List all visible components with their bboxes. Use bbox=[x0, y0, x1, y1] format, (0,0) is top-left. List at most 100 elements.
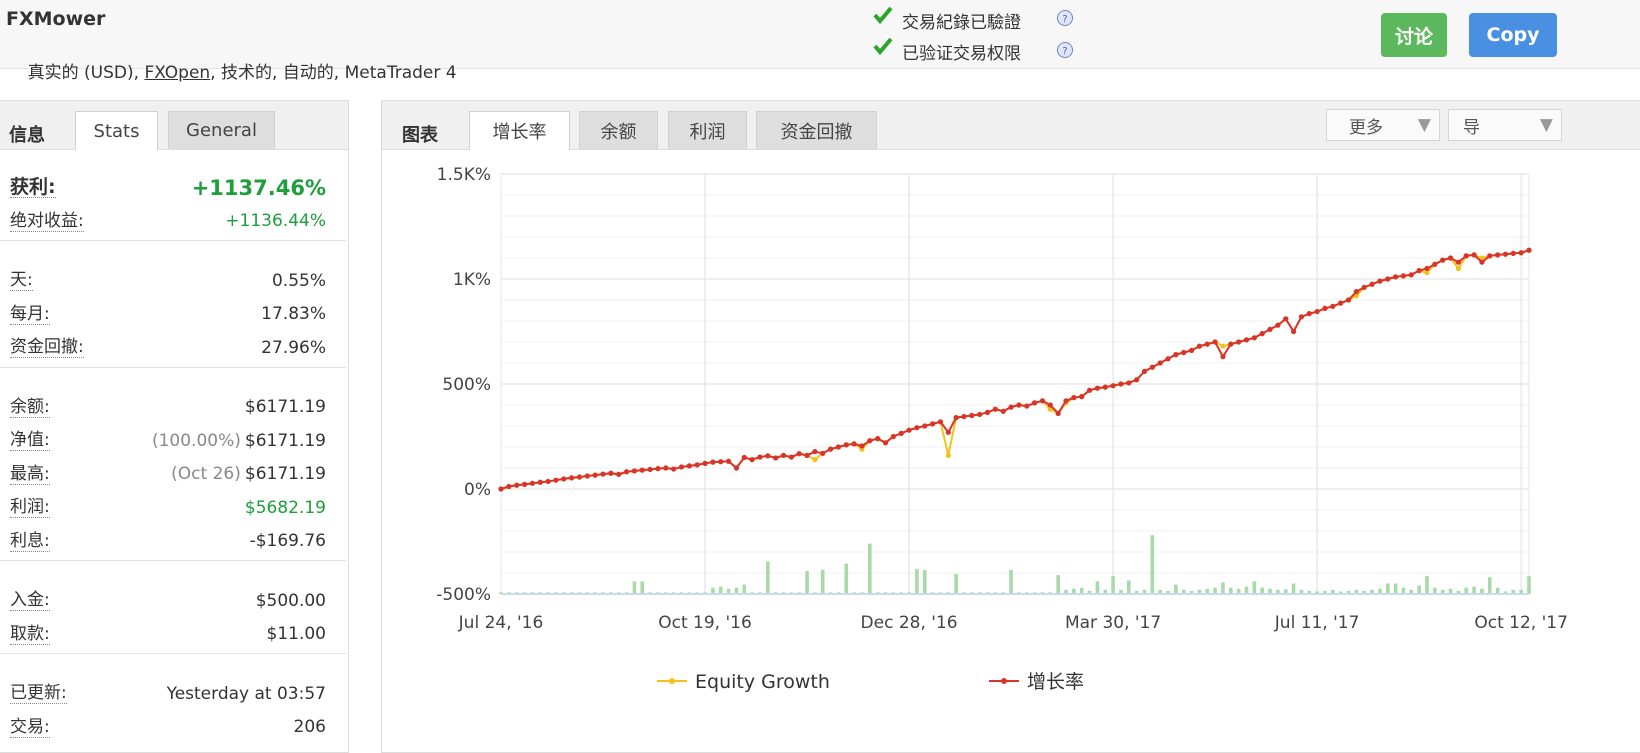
volume-bar bbox=[1307, 590, 1312, 594]
volume-bar bbox=[1134, 590, 1139, 594]
stat-value-wrap: 0.55% bbox=[272, 271, 326, 291]
volume-bar bbox=[1503, 591, 1508, 594]
volume-bar bbox=[1142, 589, 1147, 594]
point-marker bbox=[1047, 406, 1053, 412]
point-marker bbox=[788, 454, 794, 460]
point-marker bbox=[1086, 387, 1093, 393]
volume-bar bbox=[1189, 590, 1194, 594]
volume-bar bbox=[1346, 590, 1351, 594]
point-marker bbox=[851, 441, 857, 447]
volume-bar bbox=[742, 584, 747, 594]
volume-bar bbox=[1425, 576, 1429, 594]
volume-bar bbox=[1338, 591, 1343, 594]
point-marker bbox=[906, 427, 912, 433]
point-marker bbox=[671, 466, 677, 472]
point-marker bbox=[914, 425, 920, 431]
volume-bar bbox=[1221, 582, 1225, 594]
point-marker bbox=[1000, 408, 1006, 414]
volume-bar bbox=[1197, 589, 1202, 594]
discuss-button[interactable]: 讨论 bbox=[1381, 13, 1447, 57]
point-marker bbox=[1220, 343, 1226, 349]
tab[interactable]: 增长率 bbox=[469, 111, 570, 150]
point-marker bbox=[1314, 308, 1320, 315]
volume-bar bbox=[1323, 590, 1327, 594]
legend-label: 增长率 bbox=[1027, 671, 1084, 693]
stat-label: 绝对收益: bbox=[10, 210, 84, 232]
stat-value: $11.00 bbox=[266, 624, 326, 644]
volume-bar bbox=[922, 569, 927, 594]
point-marker bbox=[1283, 316, 1289, 322]
legend-marker bbox=[1001, 678, 1007, 684]
volume-bar bbox=[1511, 589, 1516, 594]
volume-bar bbox=[1072, 588, 1076, 594]
point-marker bbox=[812, 449, 818, 455]
stat-value: 17.83% bbox=[261, 304, 326, 324]
broker-link[interactable]: FXOpen bbox=[144, 63, 211, 83]
stat-row: 每月: 17.83% bbox=[10, 298, 326, 331]
stat-value-wrap: 17.83% bbox=[261, 304, 326, 324]
point-marker bbox=[1275, 322, 1281, 328]
point-marker bbox=[663, 465, 669, 471]
point-marker bbox=[1495, 252, 1501, 258]
stat-value: Yesterday at 03:57 bbox=[166, 683, 326, 704]
stat-label: 获利: bbox=[10, 176, 56, 198]
stat-label: 已更新: bbox=[10, 683, 67, 704]
stat-label: 入金: bbox=[10, 590, 50, 611]
point-marker bbox=[569, 475, 575, 481]
point-marker bbox=[1236, 339, 1242, 345]
tab[interactable]: Stats bbox=[75, 111, 158, 150]
help-icons[interactable]: ? ? bbox=[1056, 9, 1074, 59]
stat-value: $6171.19 bbox=[244, 464, 326, 484]
stat-value: $500.00 bbox=[255, 590, 326, 611]
stat-label: 取款: bbox=[10, 623, 50, 645]
copy-button[interactable]: Copy bbox=[1469, 13, 1557, 57]
volume-bar bbox=[1056, 575, 1060, 594]
point-marker bbox=[1369, 281, 1375, 287]
stat-row: 绝对收益: +1136.44% bbox=[10, 205, 326, 238]
dropdown[interactable]: 更多 ▼ bbox=[1326, 109, 1440, 141]
volume-bar bbox=[1291, 583, 1296, 594]
stat-row: 交易: 206 bbox=[10, 711, 326, 744]
point-marker bbox=[1094, 385, 1100, 391]
point-marker bbox=[521, 481, 528, 487]
stat-value-wrap: 206 bbox=[294, 717, 326, 737]
point-marker bbox=[1188, 347, 1195, 353]
point-marker bbox=[1447, 255, 1454, 261]
point-marker bbox=[984, 409, 991, 415]
stat-value: +1137.46% bbox=[191, 175, 326, 200]
point-marker bbox=[765, 453, 771, 459]
tab[interactable]: General bbox=[168, 111, 275, 149]
tab[interactable]: 余额 bbox=[579, 111, 658, 149]
point-marker bbox=[1024, 403, 1030, 409]
stat-value: -$169.76 bbox=[249, 531, 326, 551]
volume-bar bbox=[1495, 587, 1500, 594]
point-marker bbox=[796, 451, 802, 457]
point-marker bbox=[1196, 343, 1203, 349]
volume-bar bbox=[1464, 587, 1469, 594]
stat-note: (Oct 26) bbox=[171, 464, 241, 484]
stat-value-wrap: $5682.19 bbox=[245, 498, 326, 518]
point-marker bbox=[616, 471, 622, 477]
stat-label: 最高: bbox=[10, 463, 50, 485]
point-marker bbox=[576, 474, 583, 480]
point-marker bbox=[1432, 261, 1438, 267]
volume-bar bbox=[1126, 580, 1131, 594]
tab[interactable]: 资金回撤 bbox=[756, 111, 877, 149]
tab[interactable]: 利润 bbox=[668, 111, 747, 149]
volume-bar bbox=[1417, 585, 1421, 594]
point-marker bbox=[725, 458, 732, 464]
stat-value-wrap: -$169.76 bbox=[250, 531, 326, 551]
stat-label: 资金回撤: bbox=[10, 337, 84, 358]
volume-bar bbox=[820, 569, 825, 594]
volume-bar bbox=[1354, 589, 1359, 594]
arrow: ▼ bbox=[1539, 115, 1553, 135]
point-marker bbox=[600, 471, 606, 477]
dropdown[interactable]: 导 ▼ bbox=[1448, 109, 1562, 141]
volume-bar bbox=[1299, 589, 1304, 594]
stat-row: 利润: $5682.19 bbox=[10, 491, 326, 524]
point-marker bbox=[1102, 384, 1108, 390]
y-tick-label: 0% bbox=[464, 480, 491, 500]
volume-bar bbox=[766, 561, 770, 594]
point-marker bbox=[1016, 402, 1022, 408]
stat-label: 余额: bbox=[10, 396, 50, 418]
